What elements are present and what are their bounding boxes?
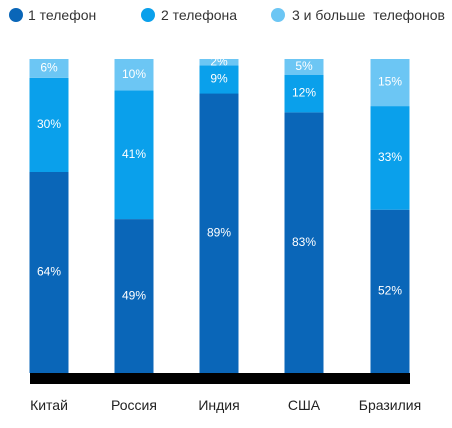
- legend-label-2-phones: 2 телефона: [161, 7, 237, 23]
- legend: 1 телефон 2 телефона 3 и больше телефоно…: [9, 7, 445, 23]
- data-label-russia-3-plus-phones: 10%: [122, 67, 146, 81]
- x-tick-label-india: Индия: [198, 397, 239, 413]
- bar-china-1-phone: [29, 172, 69, 373]
- bar-brazil-3-plus-phones: [370, 59, 410, 107]
- x-tick-label-china: Китай: [30, 397, 68, 413]
- x-axis-labels: Китай Россия Индия США Бразилия: [30, 397, 421, 413]
- data-label-russia-1-phone: 49%: [122, 288, 146, 302]
- x-tick-label-brazil: Бразилия: [359, 397, 421, 413]
- data-label-india-3-plus-phones: 2%: [210, 54, 228, 68]
- data-label-brazil-1-phone: 52%: [378, 284, 402, 298]
- data-label-usa-1-phone: 83%: [292, 235, 316, 249]
- bar-russia-3-plus-phones: [114, 59, 154, 91]
- bar-india-2-phones: [199, 65, 239, 94]
- data-label-usa-2-phones: 12%: [292, 86, 316, 100]
- bar-usa-3-plus-phones: [284, 59, 324, 75]
- legend-marker-1-phone: [9, 8, 23, 22]
- legend-label-3-plus-phones: 3 и больше телефонов: [292, 7, 445, 23]
- x-tick-label-usa: США: [288, 397, 321, 413]
- legend-label-1-phone: 1 телефон: [28, 7, 96, 23]
- bar-usa-2-phones: [284, 74, 324, 113]
- bar-russia-2-phones: [114, 90, 154, 220]
- x-tick-label-russia: Россия: [111, 397, 157, 413]
- data-label-india-2-phones: 9%: [210, 72, 228, 86]
- data-label-china-2-phones: 30%: [37, 117, 61, 131]
- bar-china-3-plus-phones: [29, 59, 69, 78]
- legend-marker-3-plus-phones: [271, 8, 285, 22]
- bars-group: 64% 30% 6% 49% 41% 10% 89% 9% 2% 83% 12% 5% 52% 33% 15…: [29, 54, 410, 374]
- bar-russia-1-phone: [114, 219, 154, 373]
- bar-india-3-plus-phones: [199, 59, 239, 66]
- data-label-india-1-phone: 89%: [207, 225, 231, 239]
- bar-usa-1-phone: [284, 112, 324, 374]
- bar-india-1-phone: [199, 93, 239, 373]
- data-label-china-1-phone: 64%: [37, 265, 61, 279]
- data-label-china-3-plus-phones: 6%: [40, 61, 58, 75]
- bar-brazil-1-phone: [370, 209, 410, 373]
- bar-china-2-phones: [29, 77, 69, 172]
- data-label-brazil-2-phones: 33%: [378, 150, 402, 164]
- bar-brazil-2-phones: [370, 106, 410, 210]
- legend-marker-2-phones: [141, 8, 155, 22]
- data-label-usa-3-plus-phones: 5%: [295, 59, 313, 73]
- data-label-brazil-3-plus-phones: 15%: [378, 75, 402, 89]
- data-label-russia-2-phones: 41%: [122, 147, 146, 161]
- x-axis-baseline: [30, 373, 410, 384]
